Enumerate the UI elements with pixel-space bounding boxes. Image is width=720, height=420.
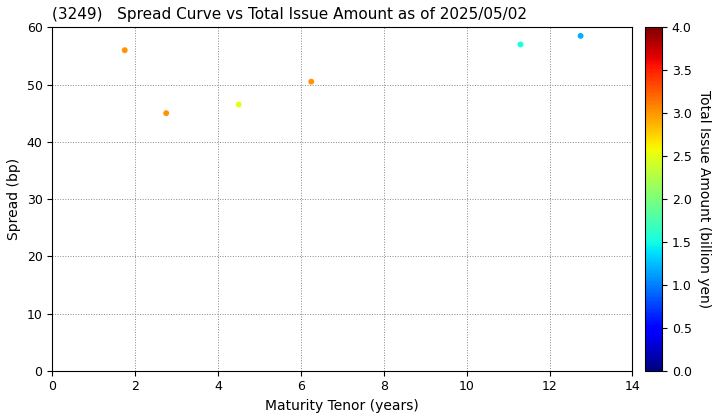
Y-axis label: Total Issue Amount (billion yen): Total Issue Amount (billion yen) [697,90,711,308]
Point [305,78,317,85]
X-axis label: Maturity Tenor (years): Maturity Tenor (years) [266,399,419,413]
Point [233,101,245,108]
Text: (3249)   Spread Curve vs Total Issue Amount as of 2025/05/02: (3249) Spread Curve vs Total Issue Amoun… [53,7,527,22]
Y-axis label: Spread (bp): Spread (bp) [7,158,21,240]
Point [575,32,586,39]
Point [161,110,172,116]
Point [119,47,130,53]
Point [515,41,526,48]
